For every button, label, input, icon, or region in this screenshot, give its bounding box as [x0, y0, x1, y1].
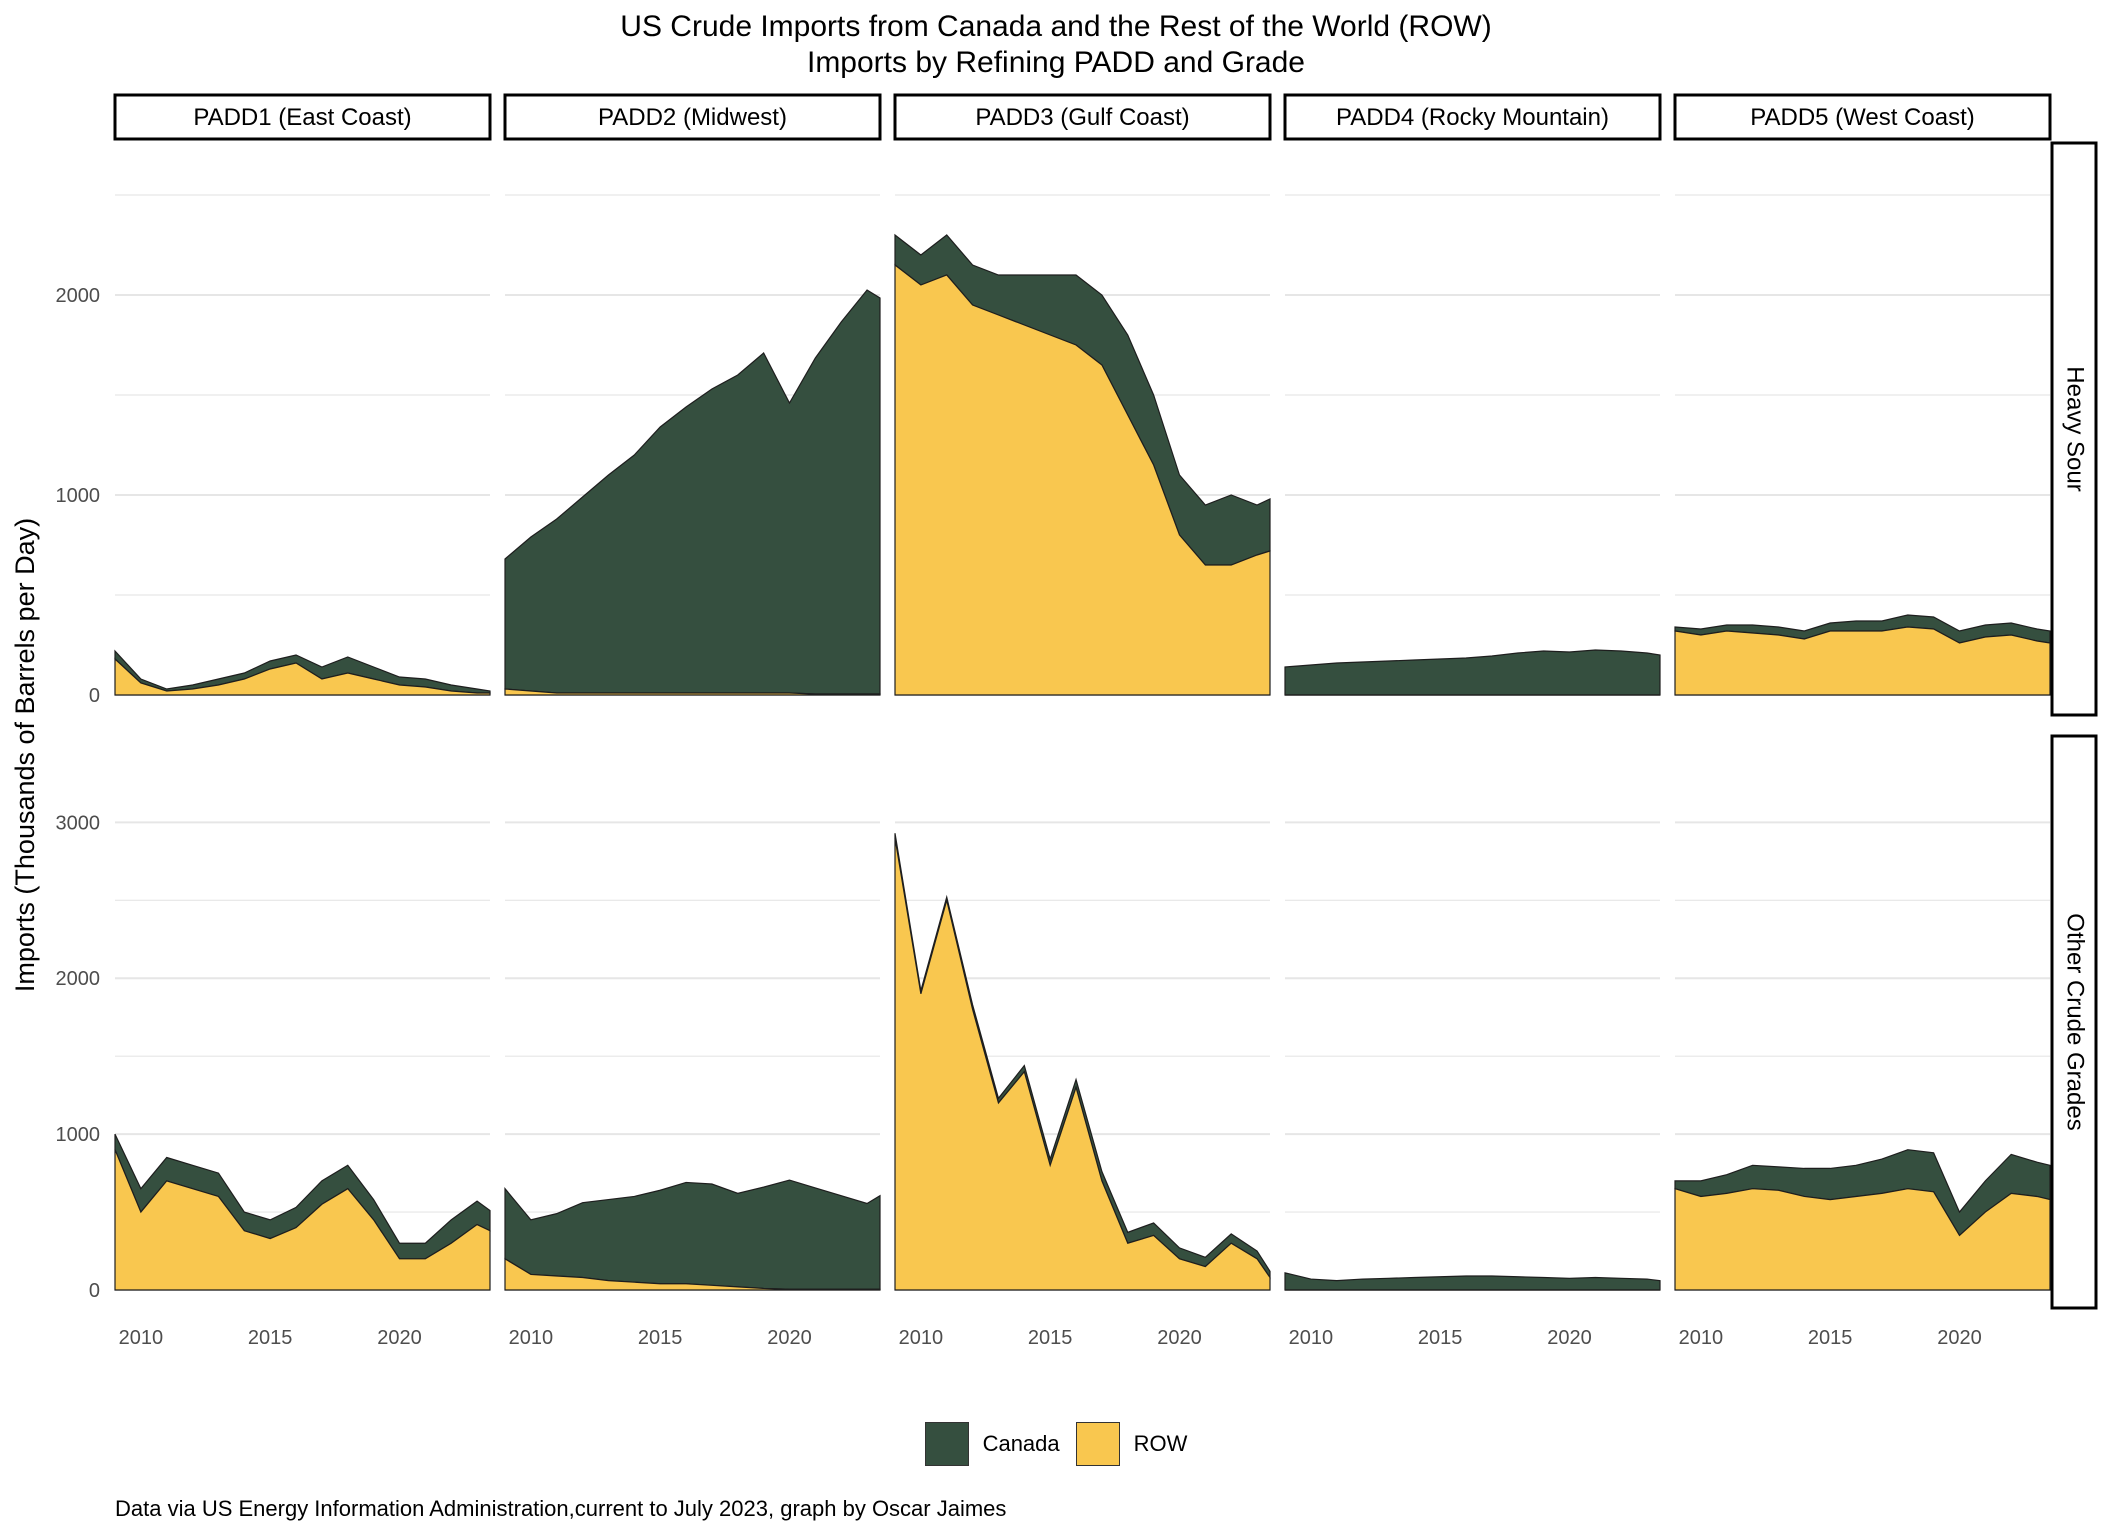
area-row-heavy-sour-padd3-gulf-coast [894, 263, 1271, 696]
legend-key-canada [924, 1422, 969, 1466]
area-canada-heavy-sour-padd2-midwest [504, 289, 881, 695]
chart-title: US Crude Imports from Canada and the Res… [620, 10, 1492, 43]
row-strip-label: Other Crude Grades [2062, 913, 2089, 1130]
legend-item-canada: Canada [924, 1422, 1060, 1466]
row-strip-heavy-sour [2050, 141, 2098, 717]
area-row-other-crude-grades-padd2-midwest [504, 1257, 881, 1291]
y-tick-label: 1000 [56, 485, 101, 507]
y-axis-title: Imports (Thousands of Barrels per Day) [10, 518, 40, 992]
row-strip-label: Heavy Sour [2062, 366, 2089, 491]
x-tick-label: 2020 [1547, 1327, 1592, 1349]
area-canada-heavy-sour-padd4-rocky-mountain [1284, 649, 1661, 696]
area-canada-other-crude-grades-padd4-rocky-mountain [1284, 1272, 1661, 1291]
y-tick-label: 3000 [56, 812, 101, 834]
y-tick-label: 0 [89, 1280, 100, 1302]
legend: Canada ROW [0, 1422, 2112, 1466]
y-tick-label: 2000 [56, 968, 101, 990]
y-tick-label: 0 [89, 685, 100, 707]
area-row-other-crude-grades-padd3-gulf-coast [894, 837, 1271, 1291]
x-tick-label: 2015 [248, 1327, 293, 1349]
area-canada-other-crude-grades-padd2-midwest [504, 1179, 881, 1290]
y-tick-label: 2000 [56, 285, 101, 307]
x-tick-label: 2020 [1937, 1327, 1982, 1349]
x-tick-label: 2010 [1289, 1327, 1334, 1349]
x-tick-label: 2010 [899, 1327, 944, 1349]
legend-label-row: ROW [1133, 1431, 1188, 1456]
chart-subtitle: Imports by Refining PADD and Grade [806, 46, 1305, 79]
x-tick-label: 2015 [1808, 1327, 1853, 1349]
legend-label-canada: Canada [982, 1431, 1060, 1456]
legend-item-row: ROW [1075, 1422, 1188, 1466]
x-tick-label: 2010 [119, 1327, 164, 1349]
x-tick-label: 2020 [377, 1327, 422, 1349]
column-strip-label: PADD5 (West Coast) [1750, 104, 1975, 131]
column-strip-label: PADD4 (Rocky Mountain) [1336, 104, 1609, 131]
x-tick-label: 2020 [767, 1327, 812, 1349]
legend-key-row [1075, 1422, 1120, 1466]
column-strip-padd3-gulf-coast [893, 93, 1272, 141]
column-strip-padd5-west-coast [1673, 93, 2052, 141]
area-row-other-crude-grades-padd1-east-coast [114, 1149, 491, 1291]
chart-caption: Data via US Energy Information Administr… [115, 1496, 1007, 1521]
column-strip-label: PADD1 (East Coast) [193, 104, 411, 131]
column-strip-padd4-rocky-mountain [1283, 93, 1662, 141]
column-strip-padd2-midwest [503, 93, 882, 141]
row-strip-other-crude-grades [2050, 734, 2098, 1310]
area-row-heavy-sour-padd1-east-coast [114, 657, 491, 696]
x-tick-label: 2015 [1028, 1327, 1073, 1349]
area-row-other-crude-grades-padd5-west-coast [1674, 1187, 2051, 1291]
area-row-heavy-sour-padd5-west-coast [1674, 626, 2051, 696]
x-tick-label: 2015 [1418, 1327, 1463, 1349]
x-tick-label: 2010 [1679, 1327, 1724, 1349]
area-row-heavy-sour-padd2-midwest [504, 688, 881, 696]
x-tick-label: 2010 [509, 1327, 554, 1349]
x-tick-label: 2015 [638, 1327, 683, 1349]
column-strip-label: PADD3 (Gulf Coast) [975, 104, 1189, 131]
column-strip-padd1-east-coast [113, 93, 492, 141]
y-tick-label: 1000 [56, 1124, 101, 1146]
column-strip-label: PADD2 (Midwest) [598, 104, 787, 131]
x-tick-label: 2020 [1157, 1327, 1202, 1349]
